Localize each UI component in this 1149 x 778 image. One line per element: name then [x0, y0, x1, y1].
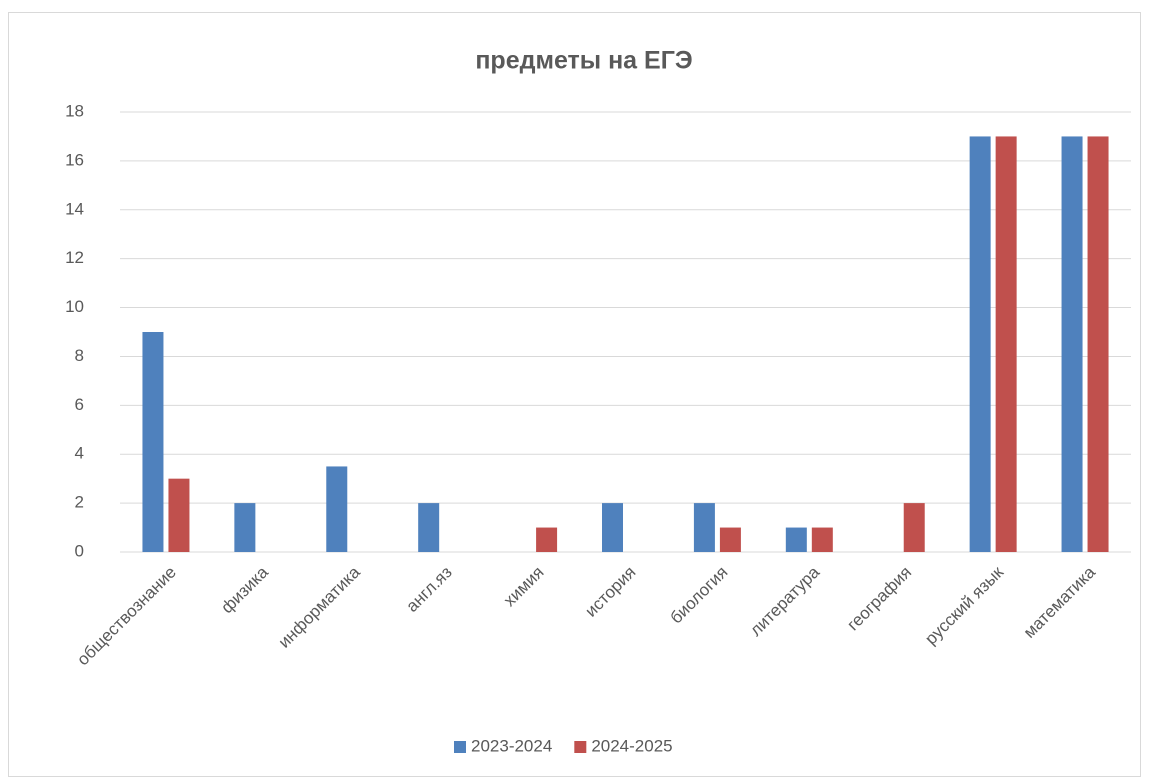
bar	[418, 503, 440, 552]
y-tick-label: 16	[65, 150, 84, 169]
legend-swatch	[454, 741, 466, 753]
y-tick-label: 12	[65, 248, 84, 267]
bar	[969, 136, 991, 552]
bar	[326, 466, 348, 552]
y-tick-label: 18	[65, 101, 84, 120]
bar	[1061, 136, 1083, 552]
chart-title: предметы на ЕГЭ	[475, 47, 692, 75]
bar	[719, 527, 741, 552]
bar	[168, 478, 190, 552]
y-tick-label: 10	[65, 297, 84, 316]
chart-border	[8, 12, 1141, 777]
bar	[693, 503, 715, 552]
y-tick-label: 0	[75, 541, 84, 560]
y-tick-label: 4	[75, 444, 84, 463]
legend-swatch	[574, 741, 587, 753]
bar	[536, 527, 558, 552]
y-tick-label: 8	[75, 346, 84, 365]
bar	[995, 136, 1017, 552]
legend-label: 2023-2024	[471, 736, 552, 755]
bar	[811, 527, 833, 552]
bar	[602, 503, 623, 552]
bar	[234, 503, 256, 552]
bar	[785, 527, 807, 552]
bar	[142, 332, 164, 552]
bar	[903, 503, 925, 552]
legend-label: 2024-2025	[591, 736, 672, 755]
y-tick-label: 6	[75, 395, 84, 414]
bar	[1087, 136, 1109, 552]
y-tick-label: 14	[65, 199, 84, 218]
y-tick-label: 2	[75, 493, 84, 512]
